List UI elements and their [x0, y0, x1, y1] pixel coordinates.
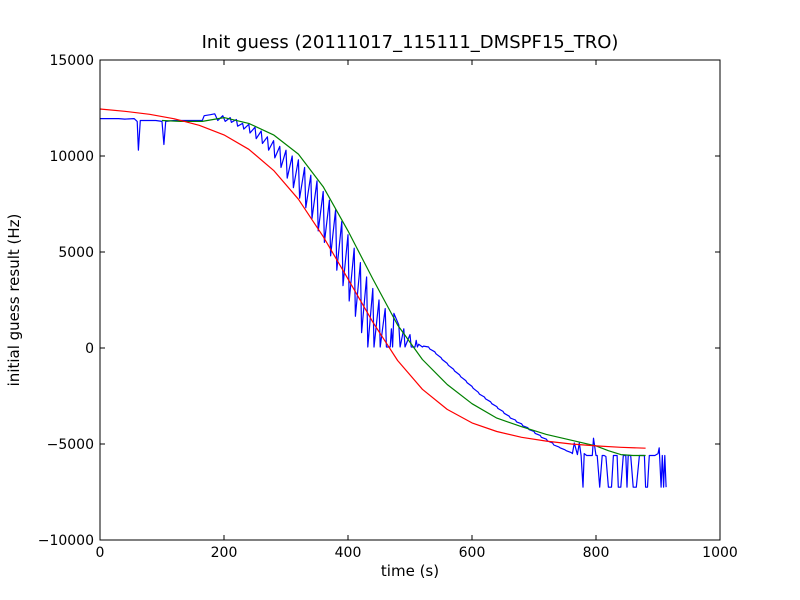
x-tick-label: 800 — [583, 545, 610, 561]
y-tick-label: 0 — [85, 341, 94, 357]
y-tick-label: −10000 — [38, 533, 94, 549]
y-axis-label: initial guess result (Hz) — [5, 214, 23, 387]
y-tick-label: 10000 — [49, 149, 94, 165]
plot-frame — [99, 59, 721, 541]
series-line-0 — [100, 113, 667, 488]
x-axis-label: time (s) — [381, 562, 439, 580]
chart-title: Init guess (20111017_115111_DMSPF15_TRO) — [202, 32, 619, 53]
x-tick-label: 200 — [211, 545, 238, 561]
series-line-2 — [99, 108, 646, 449]
x-tick-label: 0 — [96, 545, 105, 561]
y-tick-label: 5000 — [58, 245, 94, 261]
plot-series-group — [99, 108, 667, 488]
series-line-1 — [161, 116, 646, 457]
x-tick-label: 400 — [335, 545, 362, 561]
y-tick-label: −5000 — [47, 437, 94, 453]
axis-ticks-group: 0 200 400 600 800 1000 −10000 −5000 0 5000 10000 15… — [38, 53, 738, 561]
x-tick-label: 600 — [459, 545, 486, 561]
y-tick-label: 15000 — [49, 53, 94, 69]
x-tick-label: 1000 — [702, 545, 738, 561]
